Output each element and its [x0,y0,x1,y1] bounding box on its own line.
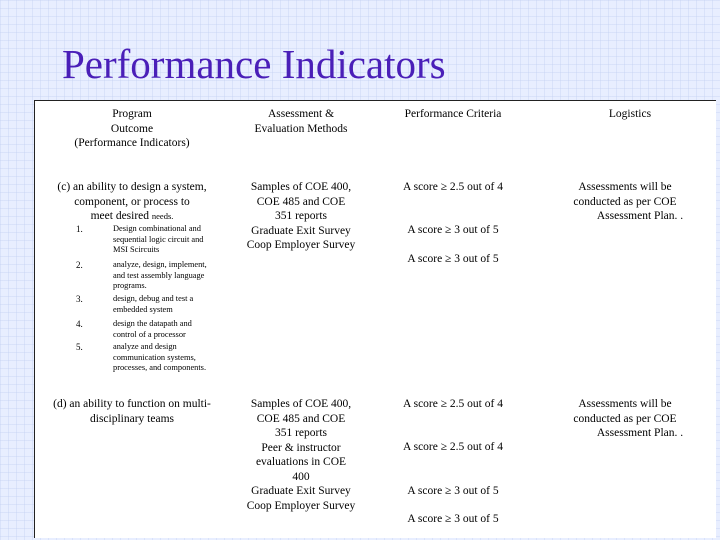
header-logistics: Logistics [608,108,652,120]
row-c-logistics: Assessments will be conducted as per COE… [573,181,684,222]
row-d-outcome: (d) an ability to function on multi- dis… [53,398,211,425]
slide-title: Performance Indicators [62,41,446,87]
row-c-methods: Samples of COE 400, COE 485 and COE 351 … [246,181,356,251]
row-c-criteria-1: A score ≥ 2.5 out of 4 [403,181,503,193]
indicator-item: 3. design, debug and test a embedded sys… [76,294,194,314]
row-c-outcome: (c) an ability to design a system, compo… [57,181,207,222]
row-d-criteria-4: A score ≥ 3 out of 5 [407,513,499,525]
header-criteria: Performance Criteria [404,108,502,120]
row-d-criteria-3: A score ≥ 3 out of 5 [407,485,499,497]
indicator-item: 5. analyze and design communication syst… [76,342,207,372]
row-c-criteria-3: A score ≥ 3 out of 5 [407,253,499,265]
row-c-criteria-2: A score ≥ 3 out of 5 [407,224,499,236]
row-d-methods: Samples of COE 400, COE 485 and COE 351 … [246,398,356,512]
indicator-item: 1. Design combinational and sequential l… [76,224,204,254]
row-d-criteria-1: A score ≥ 2.5 out of 4 [403,398,503,410]
row-d-logistics: Assessments will be conducted as per COE… [573,398,684,439]
indicator-item: 4. design the datapath and control of a … [76,319,192,339]
indicator-item: 2. analyze, design, implement, and test … [76,260,207,290]
performance-table: Program Outcome (Performance Indicators)… [34,100,716,538]
header-outcome: Program Outcome (Performance Indicators) [74,108,190,149]
row-d-criteria-2: A score ≥ 2.5 out of 4 [403,441,503,453]
header-methods: Assessment & Evaluation Methods [254,108,348,135]
